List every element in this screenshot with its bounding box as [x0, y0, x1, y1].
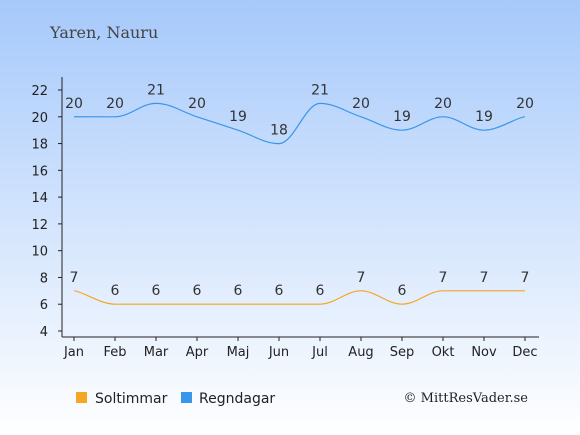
- data-label-soltimmar: 7: [521, 270, 530, 286]
- y-tick-label: 4: [40, 325, 48, 340]
- data-label-soltimmar: 6: [234, 283, 243, 299]
- data-label-regndagar: 20: [352, 96, 370, 112]
- y-tick-label: 10: [31, 245, 48, 260]
- y-tick-label: 20: [31, 111, 48, 126]
- data-label-soltimmar: 6: [193, 283, 202, 299]
- legend-label-regndagar: Regndagar: [199, 391, 275, 407]
- data-label-regndagar: 20: [516, 96, 534, 112]
- x-tick-label: Mar: [144, 345, 169, 360]
- data-label-regndagar: 20: [188, 96, 206, 112]
- legend: Soltimmar Regndagar: [76, 391, 275, 407]
- x-tick-label: Dec: [512, 345, 537, 360]
- data-label-regndagar: 21: [147, 82, 165, 98]
- data-label-soltimmar: 6: [398, 283, 407, 299]
- chart-title: Yaren, Nauru: [49, 23, 158, 42]
- x-tick-label: Feb: [103, 345, 126, 360]
- data-label-regndagar: 19: [229, 109, 247, 125]
- data-label-regndagar: 19: [393, 109, 411, 125]
- data-label-soltimmar: 6: [316, 283, 325, 299]
- series-line-regndagar: [73, 102, 526, 145]
- data-label-regndagar: 19: [475, 109, 493, 125]
- x-tick-label: Jun: [268, 345, 289, 360]
- y-tick-label: 18: [31, 138, 48, 153]
- x-tick-label: Aug: [348, 345, 373, 360]
- x-tick-label: Apr: [186, 345, 209, 360]
- x-tick-label: Jul: [311, 345, 328, 360]
- y-tick-label: 16: [31, 164, 48, 179]
- data-label-regndagar: 18: [270, 123, 288, 139]
- data-label-soltimmar: 7: [439, 270, 448, 286]
- y-tick-label: 14: [31, 191, 48, 206]
- data-label-soltimmar: 6: [111, 283, 120, 299]
- x-tick-label: Okt: [432, 345, 455, 360]
- data-label-soltimmar: 7: [357, 270, 366, 286]
- x-tick-label: Jan: [63, 345, 84, 360]
- y-tick-label: 22: [31, 84, 48, 99]
- data-label-soltimmar: 7: [70, 270, 79, 286]
- y-tick-label: 6: [40, 298, 48, 313]
- y-tick-label: 12: [31, 218, 48, 233]
- data-label-regndagar: 20: [434, 96, 452, 112]
- data-label-soltimmar: 6: [275, 283, 284, 299]
- y-tick-label: 8: [40, 271, 48, 286]
- data-label-regndagar: 20: [106, 96, 124, 112]
- data-label-soltimmar: 6: [152, 283, 161, 299]
- legend-swatch-regndagar: [181, 392, 192, 403]
- x-tick-label: Maj: [227, 345, 250, 360]
- legend-swatch-soltimmar: [76, 392, 87, 403]
- data-label-regndagar: 20: [65, 96, 83, 112]
- data-label-soltimmar: 7: [480, 270, 489, 286]
- x-tick-label: Nov: [471, 345, 497, 360]
- legend-label-soltimmar: Soltimmar: [95, 391, 168, 407]
- x-tick-label: Sep: [390, 345, 415, 360]
- plot-area: 4 6 8 10 12 14 16 18 20 22 Jan Feb Mar Apr Maj Jun Jul Au…: [31, 77, 539, 360]
- credit-text: © MittResVader.se: [404, 391, 529, 406]
- series-line-soltimmar: [73, 290, 525, 305]
- data-label-regndagar: 21: [311, 82, 329, 98]
